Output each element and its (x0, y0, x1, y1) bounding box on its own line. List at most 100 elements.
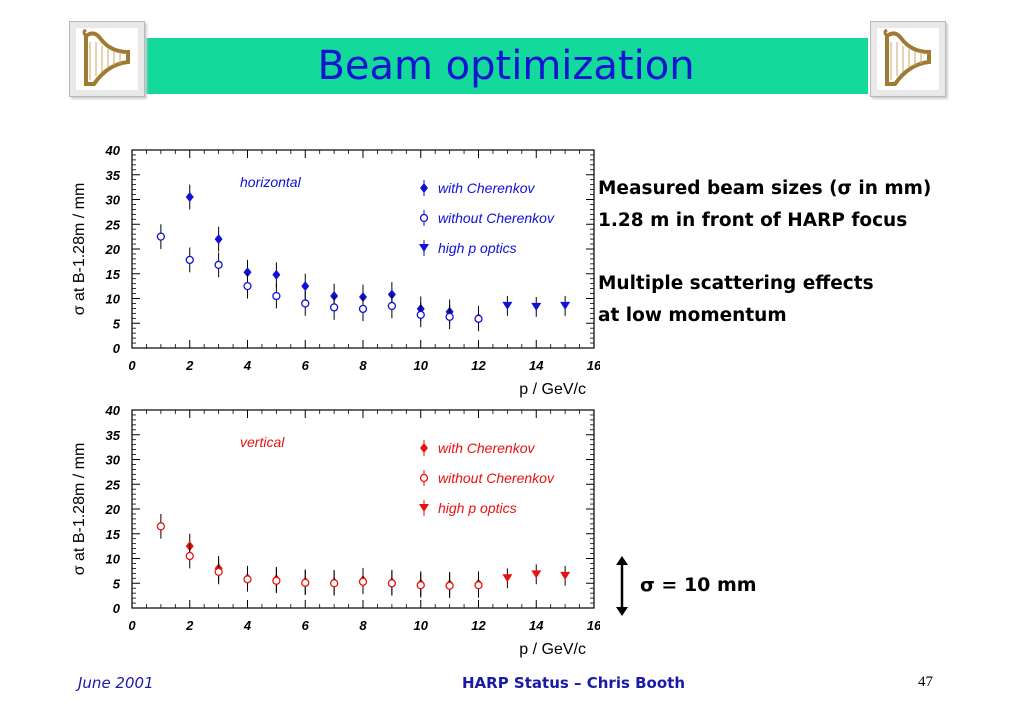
y-tick-label: 20 (105, 502, 121, 517)
y-axis-label: σ at B-1.28m / mm (71, 443, 88, 576)
horizontal-beam-chart: 0 2 4 6 8 10 12 14 16 0 5 10 15 20 25 30 35 40 p / GeV/c σ … (71, 143, 600, 398)
data-point (272, 576, 281, 585)
x-axis-label: p / GeV/c (519, 381, 586, 398)
y-tick-label: 30 (106, 193, 121, 208)
note-line-2: 1.28 m in front of HARP focus (598, 210, 908, 231)
scale-arrow-icon (616, 556, 628, 616)
note-line-3: Multiple scattering effects (598, 273, 874, 294)
y-tick-label: 10 (106, 552, 121, 567)
data-point (416, 581, 425, 590)
legend-marker (419, 244, 429, 252)
data-point (531, 302, 542, 311)
legend-marker (419, 213, 429, 223)
data-point (214, 234, 223, 245)
panel-annotation: vertical (240, 434, 285, 450)
y-tick-label: 30 (106, 453, 121, 468)
legend-label: with Cherenkov (438, 180, 535, 196)
legend-marker (420, 183, 428, 193)
y-tick-label: 0 (113, 341, 121, 356)
data-point (185, 551, 194, 561)
legend-label: without Cherenkov (438, 470, 555, 486)
page-number: 47 (918, 674, 933, 690)
legend-marker (420, 443, 428, 453)
x-tick-label: 2 (185, 358, 194, 373)
scale-note: σ = 10 mm (640, 574, 757, 596)
y-tick-label: 10 (106, 292, 121, 307)
data-point (272, 269, 281, 280)
y-tick-label: 5 (113, 576, 121, 591)
footer-date: June 2001 (78, 674, 154, 692)
x-tick-label: 8 (359, 358, 367, 373)
legend-label: with Cherenkov (438, 440, 535, 456)
data-point (358, 577, 368, 586)
x-tick-label: 14 (529, 618, 544, 633)
y-tick-label: 40 (105, 143, 121, 158)
footer-author: HARP Status – Chris Booth (462, 674, 686, 692)
vertical-beam-chart: 0 2 4 6 8 10 12 14 16 0 5 10 15 20 25 30 35 40 p / GeV/c σ … (71, 403, 600, 658)
x-tick-label: 14 (529, 358, 544, 373)
data-point (531, 570, 542, 579)
x-tick-label: 6 (302, 618, 310, 633)
x-tick-label: 4 (243, 618, 252, 633)
data-point (301, 299, 310, 308)
data-point (214, 260, 223, 269)
data-point (445, 312, 454, 321)
data-point (329, 303, 339, 312)
harp-icon (877, 28, 939, 90)
data-point (156, 522, 166, 531)
y-tick-label: 25 (105, 217, 121, 232)
data-point (301, 281, 310, 292)
data-point (387, 579, 397, 588)
y-tick-label: 15 (106, 267, 121, 282)
legend-marker (419, 473, 429, 483)
data-point (560, 301, 571, 310)
data-point (387, 301, 397, 311)
x-tick-label: 16 (587, 358, 600, 373)
x-tick-label: 0 (128, 358, 136, 373)
x-tick-label: 4 (243, 358, 252, 373)
data-point (243, 281, 252, 291)
harp-icon (76, 28, 138, 90)
legend-marker (419, 504, 429, 512)
panel-annotation: horizontal (240, 174, 302, 190)
x-tick-label: 10 (414, 358, 429, 373)
data-point (445, 581, 454, 590)
data-point (560, 571, 571, 580)
data-point (301, 578, 310, 587)
data-point (243, 267, 252, 278)
x-axis-label: p / GeV/c (519, 641, 586, 658)
y-tick-label: 5 (113, 316, 121, 331)
data-point (502, 574, 513, 583)
y-tick-label: 15 (106, 527, 121, 542)
data-point (185, 192, 194, 203)
y-tick-label: 25 (105, 477, 121, 492)
legend-label: high p optics (438, 240, 517, 256)
data-point (502, 301, 513, 310)
data-point (243, 575, 252, 584)
data-point (474, 314, 483, 323)
x-tick-label: 16 (587, 618, 600, 633)
title-bar (144, 38, 868, 94)
legend-label: high p optics (438, 500, 517, 516)
y-axis-label: σ at B-1.28m / mm (71, 183, 88, 316)
y-tick-label: 0 (113, 601, 121, 616)
data-point (214, 567, 223, 577)
data-point (272, 291, 281, 301)
note-line-4: at low momentum (598, 305, 787, 326)
data-point (358, 304, 368, 314)
harp-logo-right (870, 21, 946, 97)
data-point (474, 581, 483, 590)
slide-title: Beam optimization (317, 43, 695, 89)
y-tick-label: 40 (105, 403, 121, 418)
data-point (156, 232, 166, 241)
note-line-1: Measured beam sizes (σ in mm) (598, 178, 932, 199)
x-tick-label: 0 (128, 618, 136, 633)
x-tick-label: 12 (471, 358, 486, 373)
x-tick-label: 10 (414, 618, 429, 633)
data-point (329, 579, 339, 588)
y-tick-label: 20 (105, 242, 121, 257)
legend-label: without Cherenkov (438, 210, 555, 226)
harp-logo-left (69, 21, 145, 97)
y-tick-label: 35 (106, 428, 121, 443)
x-tick-label: 12 (471, 618, 486, 633)
